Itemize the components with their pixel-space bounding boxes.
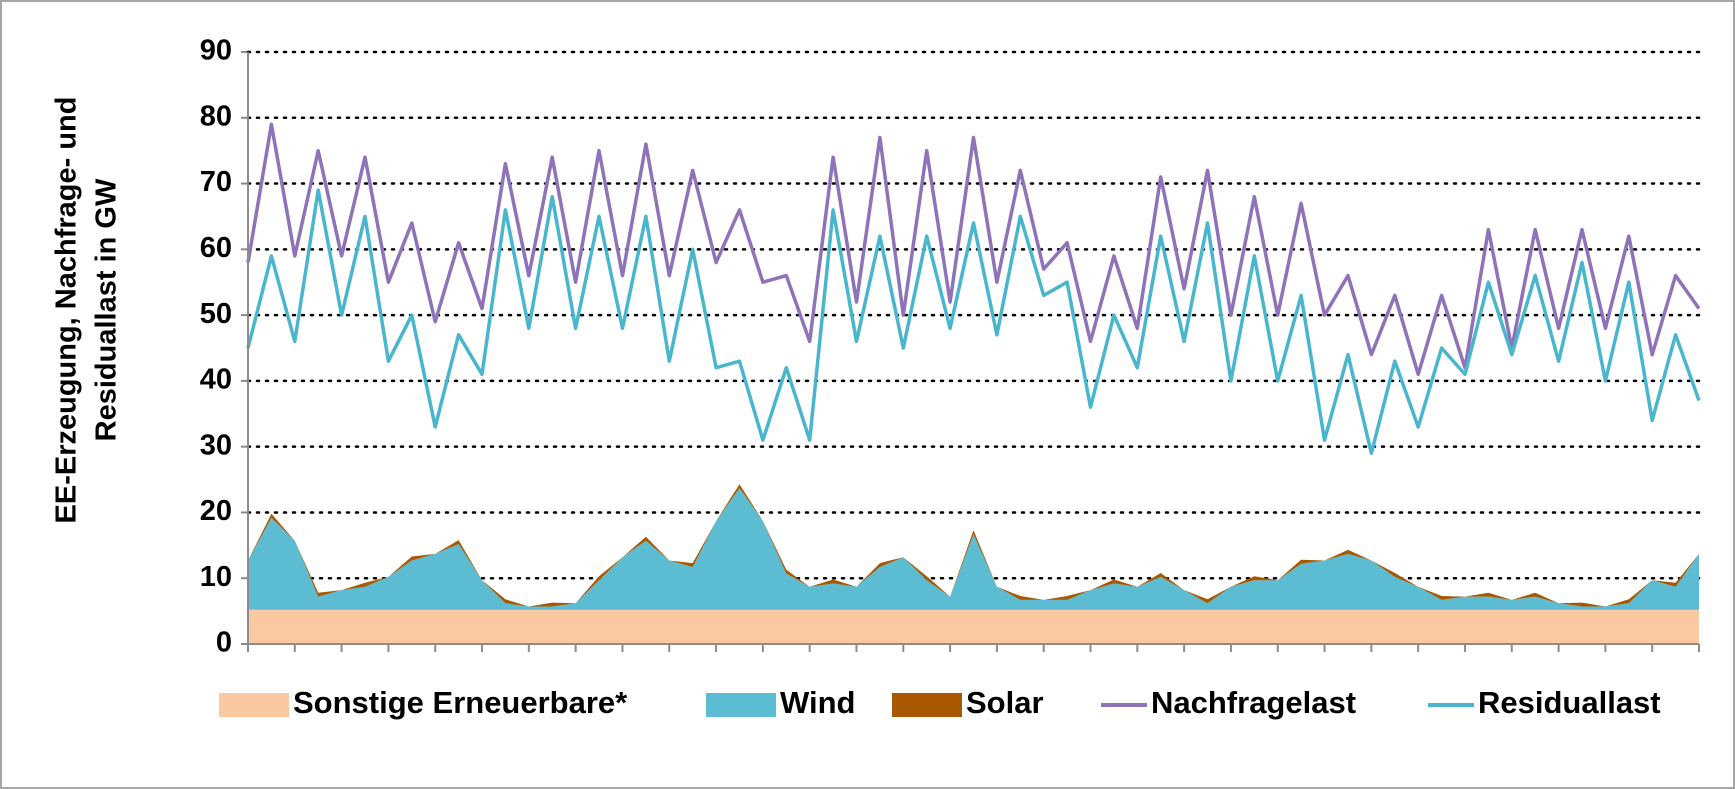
legend-swatch [892,693,962,717]
y-tick-label: 40 [200,364,232,396]
y-tick-label: 60 [200,232,232,264]
y-tick-label: 50 [200,298,232,330]
legend-swatch [219,693,289,717]
legend-label: Solar [966,685,1044,720]
y-axis-label: Residuallast in GW [91,178,123,441]
area [248,609,1699,644]
y-tick-label: 70 [200,166,232,198]
legend-label: Nachfragelast [1151,685,1356,720]
legend-label: Sonstige Erneuerbare* [293,685,628,720]
legend-label: Residuallast [1478,685,1661,720]
y-tick-label: 90 [200,35,232,67]
line [246,188,1701,455]
y-tick-label: 20 [200,495,232,527]
legend-swatch [706,693,776,717]
line [246,122,1701,377]
y-tick-label: 30 [200,429,232,461]
y-tick-label: 0 [216,627,232,659]
area [248,488,1699,610]
y-tick-label: 80 [200,100,232,132]
y-tick-label: 10 [200,561,232,593]
legend-label: Wind [780,685,855,720]
y-axis-label: EE-Erzeugung, Nachfrage- und [51,97,83,524]
